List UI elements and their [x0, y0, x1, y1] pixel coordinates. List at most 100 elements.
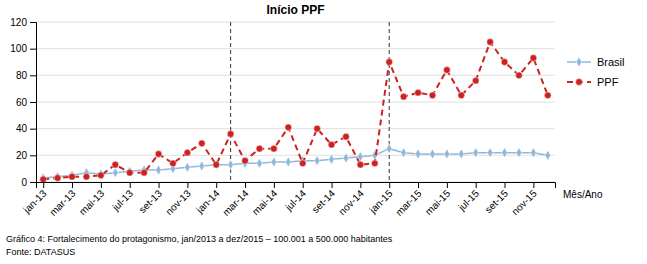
point [458, 92, 465, 99]
tick-mark [101, 182, 102, 188]
point [228, 160, 234, 170]
tick-label: 60 [16, 97, 28, 108]
tick-label: 100 [10, 43, 27, 54]
tick-mark [418, 182, 419, 188]
x-axis: jan-13mar-13mai-13jul-13set-13nov-13jan-… [21, 182, 556, 218]
tick: nov-14 [336, 182, 366, 217]
point [40, 176, 47, 182]
grid-line [36, 48, 555, 49]
tick-mark [505, 182, 506, 188]
point [156, 165, 162, 175]
tick-mark [187, 182, 188, 188]
tick-label: jan-14 [194, 187, 222, 215]
tick: mai-15 [423, 182, 453, 217]
point [112, 168, 118, 178]
point [98, 169, 104, 179]
title: Início PPF [266, 3, 324, 17]
point [155, 151, 162, 158]
point [285, 124, 292, 131]
point [257, 158, 263, 168]
point [501, 59, 508, 66]
tick: 0 [21, 177, 36, 188]
tick-mark [245, 182, 246, 188]
point [69, 170, 75, 180]
point [357, 161, 364, 168]
tick-mark [130, 182, 131, 188]
point [126, 169, 133, 176]
point [430, 149, 436, 159]
tick-mark [216, 182, 217, 188]
tick-label: mar-15 [393, 187, 423, 217]
caption: Gráfico 4: Fortalecimento do protagonism… [6, 234, 393, 244]
point [55, 172, 61, 182]
tick-label: mai-14 [250, 187, 280, 217]
tick: jan-14 [194, 182, 222, 216]
grid-line [36, 128, 555, 129]
tick-mark [30, 49, 36, 50]
point [270, 145, 277, 152]
tick: mar-13 [47, 182, 77, 218]
legend-symbol [576, 79, 583, 86]
chart: 020406080100120jan-13mar-13mai-13jul-13s… [0, 0, 647, 264]
point [502, 148, 508, 158]
tick-mark [30, 102, 36, 103]
point [54, 175, 61, 182]
tick-mark [274, 182, 275, 188]
line [43, 149, 548, 178]
tick-label: mai-13 [77, 187, 107, 217]
point [415, 149, 421, 159]
point [386, 59, 393, 66]
point [531, 148, 537, 158]
tick-mark [303, 182, 304, 188]
tick-label: jul-15 [455, 187, 481, 213]
point [256, 145, 263, 152]
tick-mark [30, 75, 36, 76]
legend-item: PPF [567, 76, 619, 88]
tick: mai-14 [250, 182, 280, 217]
point [444, 149, 450, 159]
tick: 120 [10, 17, 36, 28]
tick-label: mai-15 [423, 187, 453, 217]
point [299, 160, 306, 167]
tick-label: 120 [10, 17, 27, 28]
tick-mark [159, 182, 160, 188]
point [473, 148, 479, 158]
tick-label: jan-15 [367, 187, 395, 215]
grid-line [36, 102, 555, 103]
point [127, 166, 133, 176]
tick-label: nov-13 [163, 187, 193, 217]
legend-label: PPF [597, 76, 619, 88]
point [271, 157, 277, 167]
tick: set-14 [310, 182, 338, 215]
x-axis-label: Mês/Ano [563, 189, 603, 200]
point [429, 92, 436, 99]
tick: set-15 [483, 182, 511, 215]
tick: mar-15 [393, 182, 423, 218]
tick-mark [30, 155, 36, 156]
tick: jul-14 [282, 182, 308, 213]
legend-item: Brasil [567, 56, 625, 68]
point [400, 93, 407, 100]
tick-mark [533, 182, 534, 188]
point [415, 89, 422, 96]
axis-line [30, 23, 37, 183]
tick: set-13 [137, 182, 165, 215]
point [458, 149, 464, 159]
tick-mark [447, 182, 448, 188]
tick: mai-13 [77, 182, 107, 217]
point [530, 55, 537, 62]
tick-label: 0 [21, 177, 27, 188]
tick-label: 80 [16, 70, 28, 81]
point [545, 150, 551, 160]
tick: 100 [10, 43, 36, 54]
caption: Fonte: DATASUS [6, 247, 75, 257]
tick-label: nov-14 [336, 187, 366, 217]
point [198, 140, 205, 147]
tick: 80 [16, 70, 36, 81]
vertical-line [230, 22, 231, 182]
tick-label: jan-13 [21, 187, 49, 215]
legend-label: Brasil [597, 56, 625, 68]
point [199, 161, 205, 171]
point [329, 154, 335, 164]
point [213, 161, 220, 168]
